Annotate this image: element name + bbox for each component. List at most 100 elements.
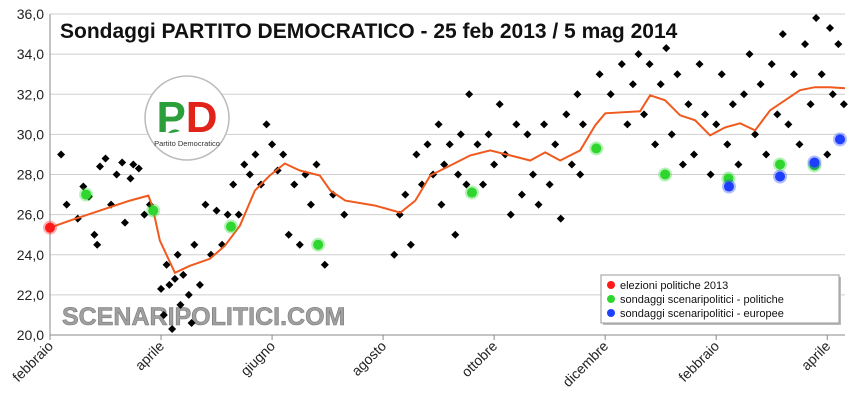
poll-point bbox=[176, 300, 185, 309]
poll-point bbox=[767, 60, 776, 69]
poll-point bbox=[756, 80, 765, 89]
x-tick-label: agosto bbox=[348, 338, 389, 379]
poll-point bbox=[90, 230, 99, 239]
poll-point bbox=[540, 120, 549, 129]
poll-point bbox=[490, 160, 499, 169]
poll-point bbox=[551, 140, 560, 149]
highlight-point bbox=[773, 169, 788, 184]
poll-point bbox=[723, 140, 732, 149]
poll-point bbox=[523, 130, 532, 139]
grid: 20,0 22,0 24,0 26,0 28,0 30,0 32,0 34,0 36,0 febb… bbox=[9, 6, 845, 390]
poll-point bbox=[134, 164, 143, 173]
poll-point bbox=[412, 150, 421, 159]
poll-point bbox=[184, 290, 193, 299]
poll-point bbox=[812, 14, 821, 23]
x-tick-label: aprile bbox=[132, 338, 168, 374]
logo: PD Partito Democratico bbox=[144, 75, 230, 161]
poll-point bbox=[329, 190, 338, 199]
plot bbox=[43, 14, 848, 333]
legend-swatch bbox=[607, 295, 615, 303]
highlight-point bbox=[833, 132, 848, 147]
poll-point bbox=[634, 50, 643, 59]
logo-text: PD bbox=[156, 93, 217, 142]
poll-point bbox=[295, 240, 304, 249]
poll-point bbox=[340, 210, 349, 219]
poll-point bbox=[190, 240, 199, 249]
x-tick-label: febbraio bbox=[675, 338, 722, 385]
poll-point bbox=[817, 70, 826, 79]
legend-label: sondaggi scenaripolitici - politiche bbox=[620, 294, 784, 306]
poll-point bbox=[320, 260, 329, 269]
poll-point bbox=[778, 30, 787, 39]
poll-point bbox=[745, 50, 754, 59]
poll-point bbox=[179, 270, 188, 279]
poll-point bbox=[437, 200, 446, 209]
legend-swatch bbox=[607, 281, 615, 289]
y-tick-label: 30,0 bbox=[17, 126, 44, 142]
poll-point bbox=[251, 150, 260, 159]
poll-point bbox=[234, 210, 243, 219]
y-tick-label: 28,0 bbox=[17, 167, 44, 183]
poll-point bbox=[279, 150, 288, 159]
poll-point bbox=[628, 80, 637, 89]
poll-point bbox=[662, 44, 671, 53]
highlight-point bbox=[43, 220, 57, 235]
chart-title: Sondaggi PARTITO DEMOCRATICO - 25 feb 20… bbox=[60, 20, 678, 43]
highlight-point bbox=[223, 219, 238, 234]
y-tick-label: 26,0 bbox=[17, 207, 44, 223]
poll-point bbox=[473, 140, 482, 149]
poll-point bbox=[195, 280, 204, 289]
poll-point bbox=[495, 100, 504, 109]
poll-point bbox=[454, 170, 463, 179]
poll-point bbox=[576, 170, 585, 179]
poll-point bbox=[773, 110, 782, 119]
poll-point bbox=[245, 170, 254, 179]
poll-point bbox=[462, 180, 471, 189]
poll-point bbox=[101, 154, 110, 163]
poll-point bbox=[834, 40, 843, 49]
poll-point bbox=[573, 90, 582, 99]
poll-point bbox=[284, 230, 293, 239]
poll-point bbox=[157, 284, 166, 293]
poll-point bbox=[93, 240, 102, 249]
y-tick-label: 20,0 bbox=[17, 327, 44, 343]
poll-point bbox=[173, 250, 182, 259]
poll-point bbox=[656, 80, 665, 89]
highlight-point bbox=[589, 141, 604, 156]
y-tick-label: 34,0 bbox=[17, 46, 44, 62]
poll-point bbox=[159, 310, 168, 319]
poll-point bbox=[712, 120, 721, 129]
poll-point bbox=[534, 200, 543, 209]
highlight-point bbox=[773, 157, 788, 172]
y-tick-label: 24,0 bbox=[17, 247, 44, 263]
highlight-point bbox=[807, 155, 822, 170]
poll-point bbox=[606, 90, 615, 99]
highlight-point bbox=[79, 187, 94, 202]
poll-point bbox=[120, 218, 129, 227]
poll-point bbox=[306, 200, 315, 209]
poll-point bbox=[667, 130, 676, 139]
poll-point bbox=[623, 120, 632, 129]
poll-point bbox=[140, 210, 149, 219]
trend-line bbox=[49, 86, 846, 275]
y-tick-label: 36,0 bbox=[17, 6, 44, 22]
poll-point bbox=[165, 280, 174, 289]
poll-point bbox=[401, 190, 410, 199]
poll-point bbox=[290, 180, 299, 189]
poll-point bbox=[673, 70, 682, 79]
y-tick-label: 22,0 bbox=[17, 287, 44, 303]
poll-point bbox=[595, 70, 604, 79]
poll-point bbox=[645, 60, 654, 69]
poll-point bbox=[828, 90, 837, 99]
poll-point bbox=[562, 110, 571, 119]
poll-point bbox=[839, 100, 848, 109]
highlight-point bbox=[658, 167, 673, 182]
poll-point bbox=[423, 140, 432, 149]
poll-point bbox=[201, 200, 210, 209]
legend-swatch bbox=[607, 309, 615, 317]
poll-point bbox=[187, 318, 196, 327]
poll-point bbox=[223, 210, 232, 219]
poll-point bbox=[739, 90, 748, 99]
legend-box bbox=[600, 274, 840, 324]
